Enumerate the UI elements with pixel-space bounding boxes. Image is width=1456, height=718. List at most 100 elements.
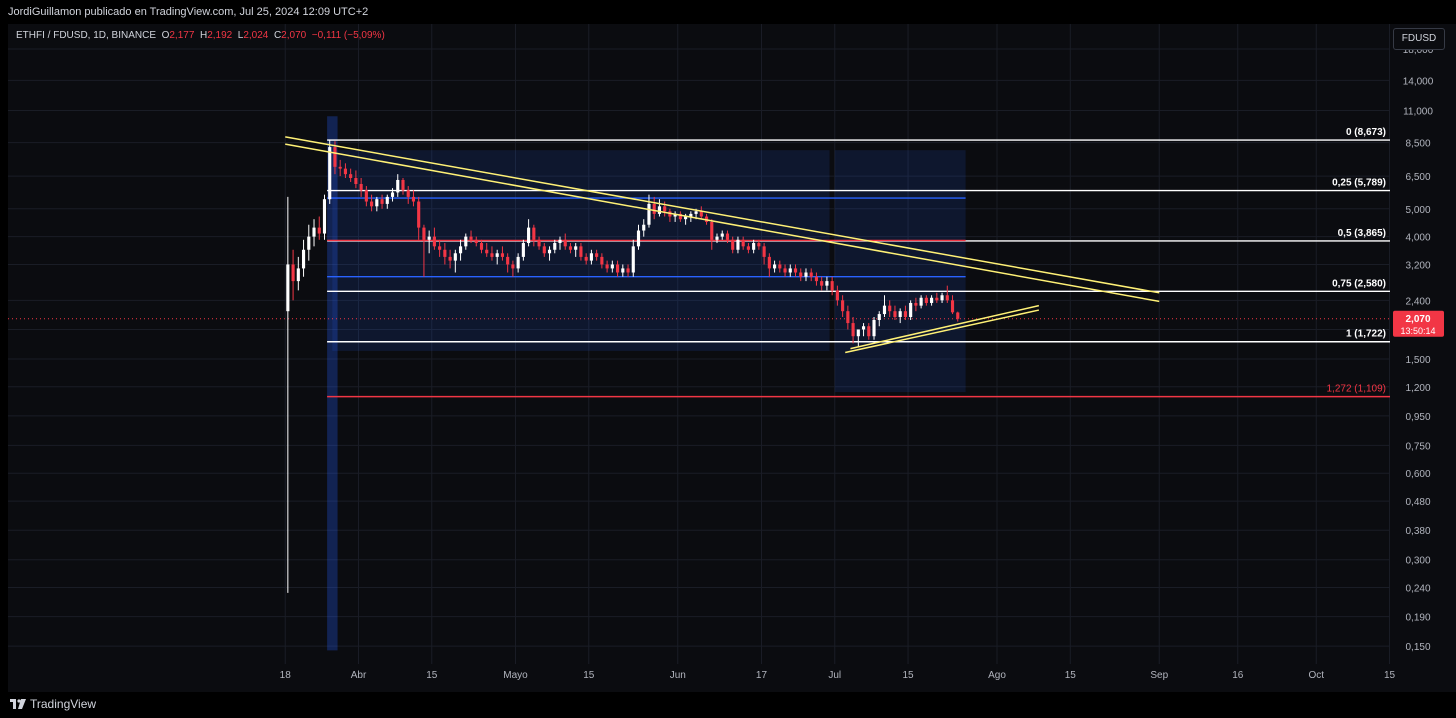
candle-body — [427, 236, 431, 240]
time-axis-tick: 15 — [1384, 670, 1396, 681]
fib-level-label: 1 (1,722) — [1346, 329, 1386, 340]
candle-body — [741, 239, 745, 247]
symbol-legend[interactable]: ETHFI / FDUSD, 1D, BINANCE O2,177 H2,192… — [16, 30, 385, 41]
price-axis-tick: 3,200 — [1405, 260, 1430, 271]
candle-body — [626, 268, 630, 273]
candle-body — [584, 256, 588, 261]
fib-level-label: 1,272 (1,109) — [1327, 384, 1387, 395]
candle-body — [663, 206, 667, 212]
fib-level-label: 0,75 (2,580) — [1332, 278, 1386, 289]
price-chart[interactable]: 0 (8,673) 0,25 (5,789) 0,5 (3,865) 0,75 (2,… — [8, 24, 1456, 692]
candle-body — [370, 201, 374, 207]
candle-body — [616, 264, 620, 273]
price-axis — [1390, 24, 1456, 692]
trendline — [285, 136, 1160, 294]
candle-body — [411, 196, 416, 202]
price-axis-tick: 1,500 — [1405, 355, 1430, 366]
symbol-pair[interactable]: ETHFI / FDUSD, 1D, BINANCE — [16, 30, 157, 41]
candle-body — [349, 174, 353, 179]
open-label: O — [161, 30, 170, 41]
candle-body — [872, 319, 876, 337]
price-axis-tick: 14,000 — [1403, 76, 1434, 87]
candle-body — [537, 239, 541, 247]
candle-body — [359, 183, 363, 191]
low-value: 2,024 — [243, 30, 269, 41]
candle-body — [725, 233, 730, 240]
candle-body — [417, 201, 421, 228]
candle-body — [595, 253, 599, 257]
footer-bar: TradingView — [0, 692, 1456, 718]
candle-body — [809, 272, 813, 277]
tradingview-logo-icon — [10, 699, 26, 709]
currency-button[interactable]: FDUSD — [1393, 28, 1445, 50]
candle-body — [694, 211, 698, 214]
candle-body — [317, 227, 321, 234]
candle-body — [731, 239, 735, 250]
candle-body — [500, 253, 504, 257]
time-axis-tick: Mayo — [503, 670, 528, 681]
candle-body — [793, 268, 798, 273]
candle-body — [438, 246, 442, 250]
candle-body — [757, 243, 761, 247]
candle-body — [422, 227, 426, 240]
current-price-tag — [1393, 310, 1444, 337]
price-axis-tick: 11,000 — [1403, 106, 1433, 117]
candle-body — [773, 264, 777, 269]
fib-level-label: 0,5 (3,865) — [1338, 228, 1386, 239]
candle-body — [490, 253, 494, 257]
candle-body — [568, 246, 573, 250]
chart-area[interactable]: 0 (8,673) 0,25 (5,789) 0,5 (3,865) 0,75 (2,… — [8, 24, 1456, 692]
candle-body — [856, 329, 860, 337]
candle-body — [820, 281, 824, 286]
high-label: H — [199, 30, 208, 41]
candle-body — [521, 243, 525, 257]
time-axis-tick: Abr — [351, 670, 367, 681]
candle-body — [788, 268, 792, 273]
header-bar: JordiGuillamon publicado en TradingView.… — [0, 0, 1456, 24]
candle-body — [579, 246, 583, 257]
tradingview-brand[interactable]: TradingView — [10, 697, 96, 711]
publisher-credit: JordiGuillamon publicado en TradingView.… — [8, 6, 369, 18]
candle-body — [699, 211, 703, 217]
candle-body — [506, 256, 510, 265]
candle-body — [898, 311, 902, 317]
time-axis-tick: 16 — [1232, 670, 1244, 681]
candle-body — [710, 221, 714, 240]
candle-body — [893, 311, 897, 317]
candle-body — [574, 246, 578, 250]
candle-body — [914, 302, 918, 306]
candle-body — [375, 199, 379, 207]
candle-body — [783, 268, 787, 273]
candle-body — [835, 290, 839, 301]
candle-body — [589, 253, 593, 261]
candle-body — [804, 272, 808, 277]
candle-body — [291, 264, 295, 282]
trendline — [850, 304, 1040, 350]
candle-body — [956, 312, 960, 319]
time-axis-tick: 17 — [756, 670, 768, 681]
candle-body — [322, 199, 327, 234]
candle-body — [301, 249, 306, 269]
price-axis-tick: 0,300 — [1405, 556, 1430, 567]
channel-band — [327, 116, 338, 651]
candle-body — [469, 236, 473, 240]
candle-body — [542, 246, 546, 254]
candle-body — [338, 166, 342, 169]
candle-body — [841, 300, 845, 312]
candle-body — [846, 311, 850, 324]
candle-body — [867, 326, 871, 337]
candle-body — [558, 239, 562, 244]
candle-body — [432, 236, 436, 247]
candle-body — [511, 264, 515, 269]
price-axis-tick: 0,150 — [1405, 642, 1430, 653]
candle-body — [307, 236, 311, 250]
time-axis-tick: Jul — [828, 670, 841, 681]
candle-body — [401, 179, 405, 191]
candle-body — [945, 295, 949, 301]
candle-body — [547, 249, 552, 254]
candle-body — [684, 216, 688, 220]
time-axis-tick: 15 — [902, 670, 914, 681]
candle-body — [647, 203, 651, 225]
candle-body — [286, 264, 290, 312]
price-axis-tick: 1,200 — [1405, 383, 1430, 394]
